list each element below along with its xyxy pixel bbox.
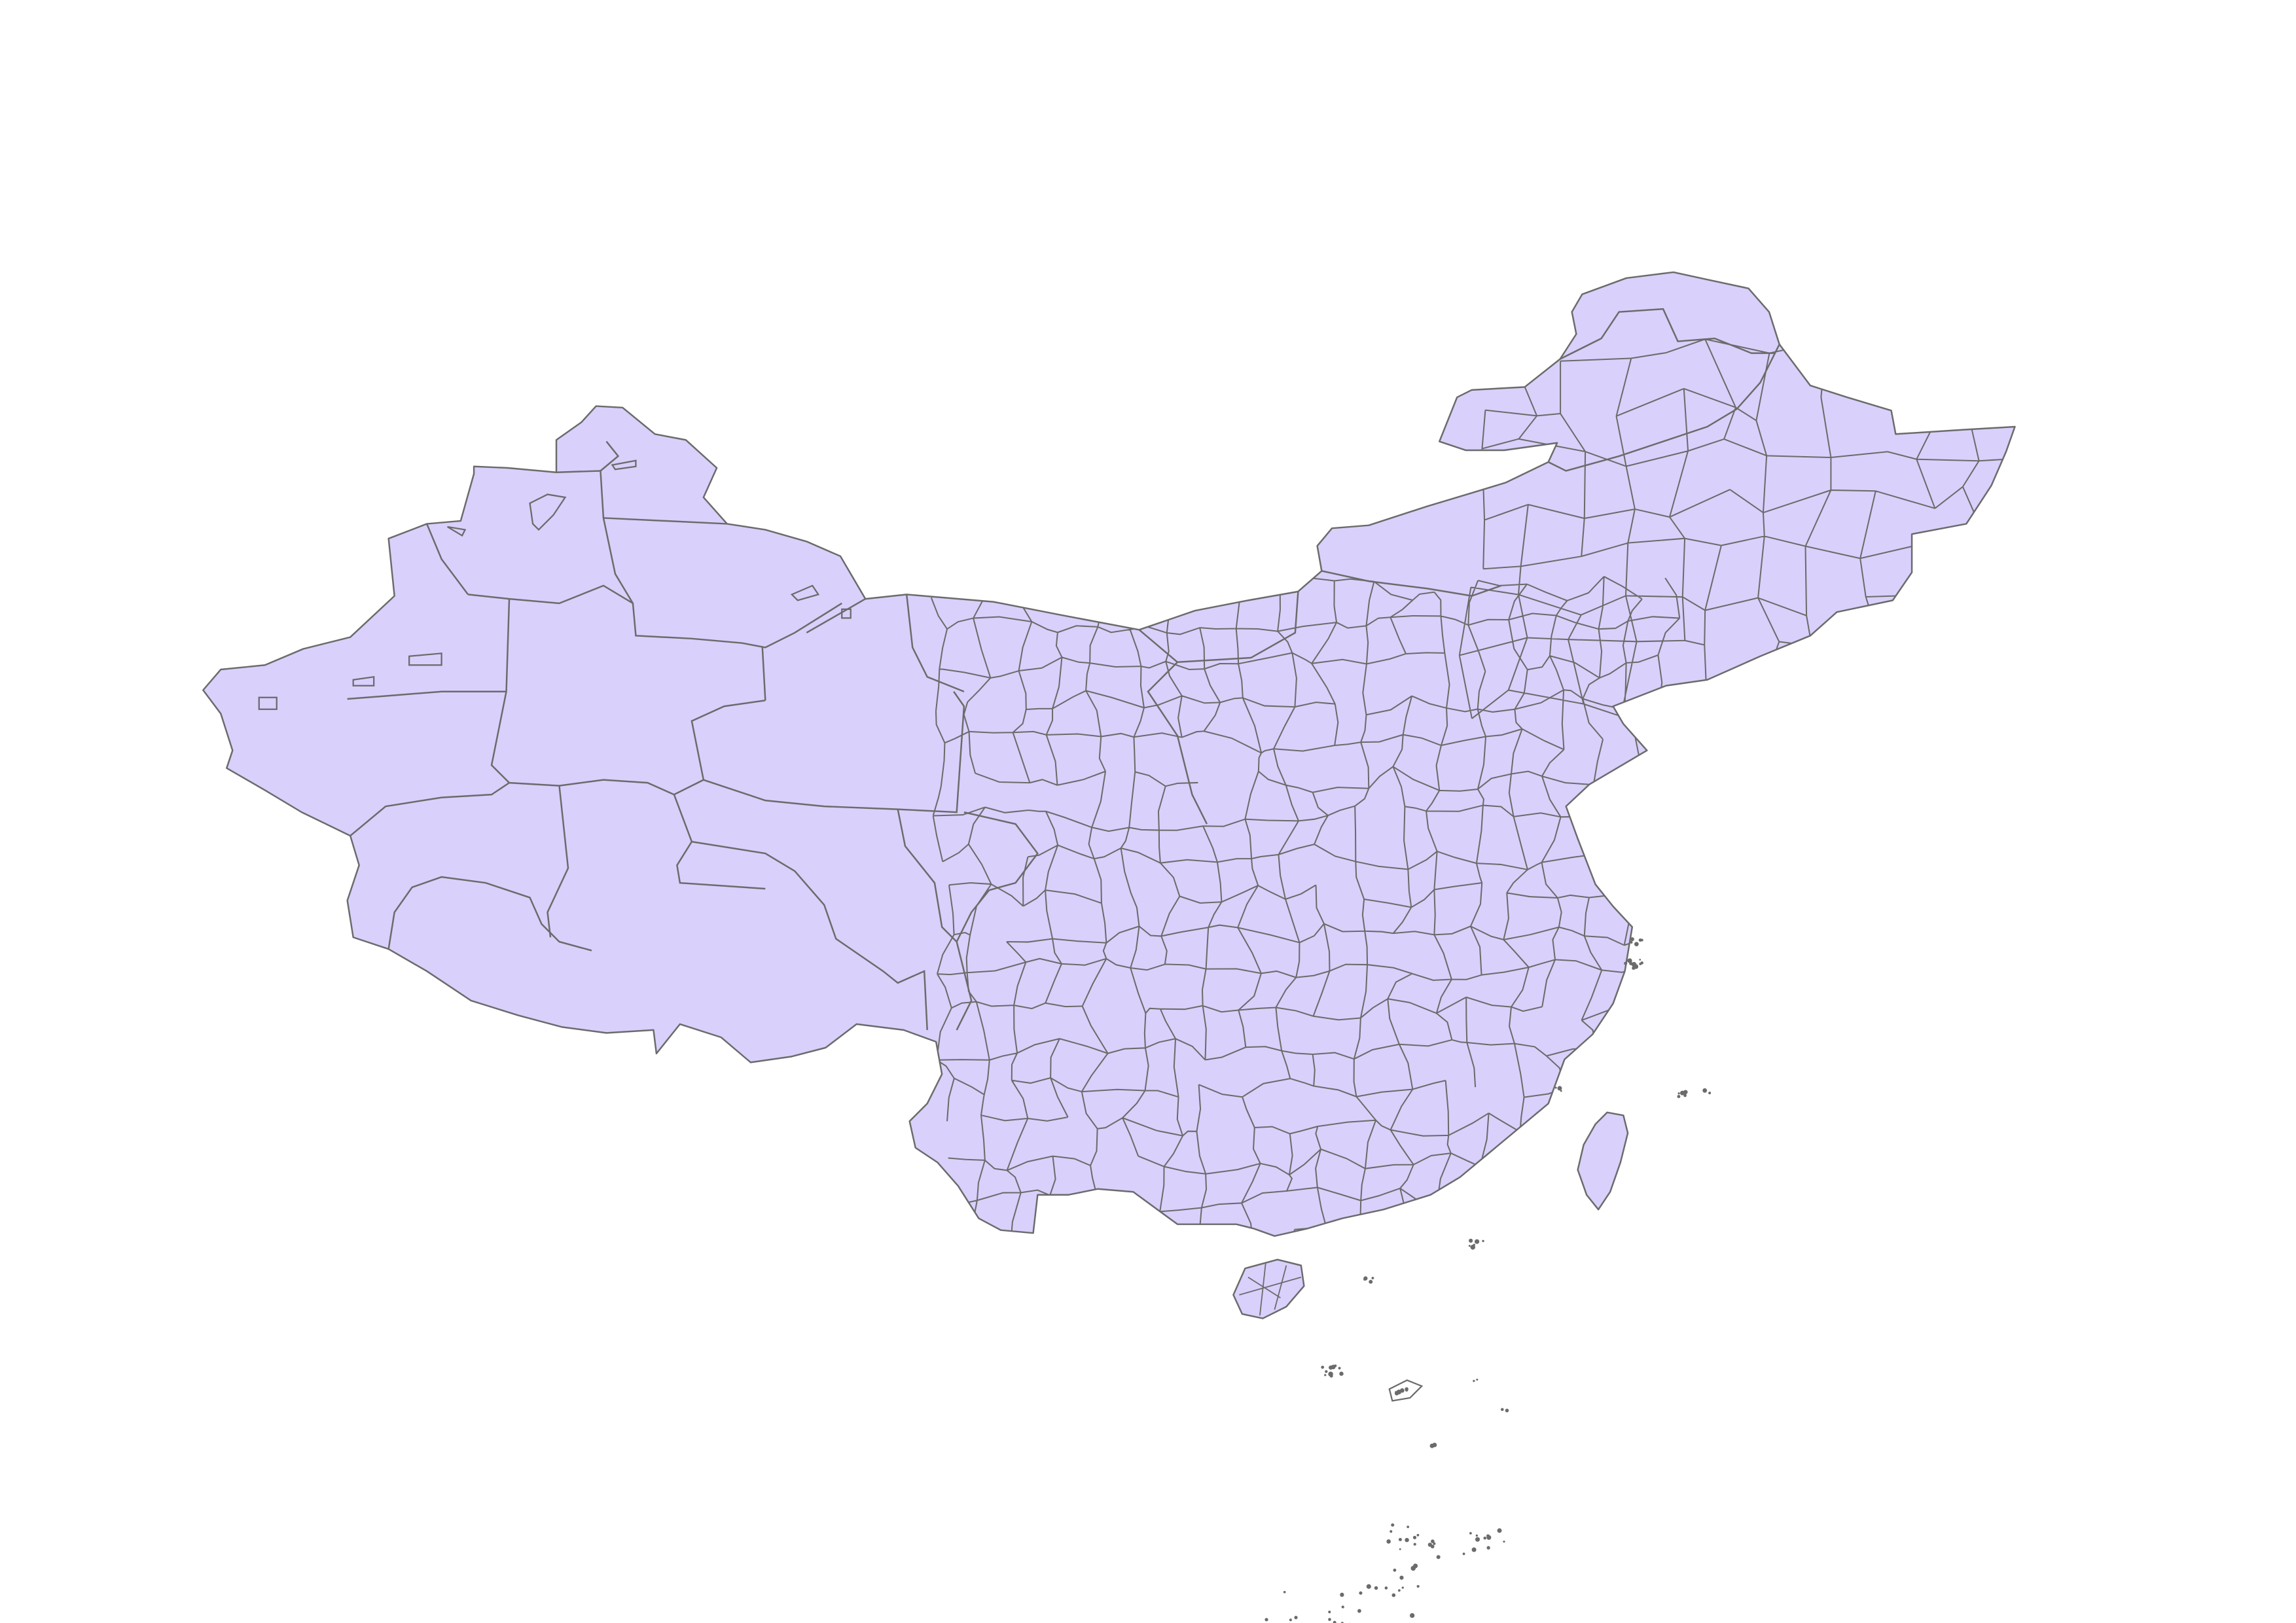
islet-dot — [1630, 940, 1633, 944]
islet-dot — [1475, 1534, 1479, 1537]
islet-dot — [1469, 1238, 1473, 1243]
islet-dot — [1407, 1525, 1410, 1529]
south-island-region — [1232, 1258, 1305, 1319]
islet-dot — [1339, 1371, 1344, 1376]
islet-dot — [1436, 1555, 1441, 1560]
islet-dot — [1500, 1408, 1504, 1412]
islet-dot — [1557, 1086, 1562, 1091]
islet-dot — [1390, 1530, 1393, 1533]
islet-dot — [1677, 1095, 1681, 1098]
islet-dot — [1473, 1380, 1475, 1382]
major-boundaries — [347, 308, 1780, 1031]
islet-dot — [1640, 961, 1643, 965]
islet-dot — [1413, 1543, 1416, 1546]
islet-dot — [1405, 1387, 1408, 1391]
islet-dot — [1325, 1370, 1328, 1373]
islet-dot — [1357, 1609, 1361, 1613]
islet-dot — [1333, 1620, 1336, 1623]
islet-dot — [1401, 1586, 1404, 1589]
islet-dot — [1486, 1546, 1490, 1550]
islet-dot — [1391, 1523, 1395, 1527]
islet-dot — [1505, 1408, 1509, 1413]
islet-dot — [1397, 1589, 1401, 1592]
islet-dot — [1634, 942, 1639, 946]
islet-dot — [1632, 966, 1636, 970]
islet-dot — [1334, 1364, 1337, 1368]
islet-dot — [1680, 1090, 1685, 1096]
islet-dot — [1470, 1245, 1476, 1250]
islet-dot — [1328, 1611, 1331, 1614]
islet-dot — [1427, 1543, 1433, 1547]
islet-dot — [1432, 1442, 1437, 1448]
islet-dot — [1413, 1563, 1418, 1569]
islet-dot — [1374, 1586, 1378, 1590]
islet-dot — [1398, 1537, 1402, 1542]
islet-dot — [1473, 1243, 1476, 1246]
islet-dot — [1283, 1590, 1286, 1594]
islet-dot — [1341, 1605, 1344, 1609]
islet-dot — [1554, 1086, 1557, 1089]
islet-dot — [1497, 1528, 1502, 1533]
islet-dot — [1482, 1240, 1484, 1243]
islet-dot — [1393, 1568, 1397, 1572]
islet-dot — [1462, 1552, 1465, 1556]
islet-dot — [1471, 1547, 1477, 1552]
islet-dot — [1405, 1537, 1409, 1543]
islet-dot — [1702, 1088, 1708, 1093]
islet-dot — [1394, 1391, 1399, 1396]
islet-dot — [1627, 958, 1632, 963]
islet-dot — [1624, 961, 1628, 965]
islet-dot — [1329, 1374, 1333, 1378]
islet-dot — [1386, 1539, 1391, 1544]
islet-dot — [1630, 937, 1634, 942]
islet-dot — [1708, 1092, 1712, 1095]
islet-dot — [1431, 1539, 1435, 1544]
islet-dot — [1321, 1365, 1325, 1369]
islet-dot — [1639, 959, 1641, 961]
islet-dot — [1399, 1575, 1404, 1580]
islet-dot — [1560, 1090, 1562, 1092]
mainland-region — [202, 271, 2016, 1237]
islet-dot — [1433, 1542, 1436, 1545]
islet-dot — [1503, 1541, 1505, 1543]
islet-dot — [1483, 1537, 1486, 1540]
islet-dot — [1329, 1365, 1333, 1370]
islet-dot — [1475, 1239, 1480, 1244]
islet-dot — [1476, 1378, 1479, 1381]
islet-dot — [1486, 1535, 1492, 1540]
islet-dot — [1469, 1531, 1472, 1535]
islet-dot — [1399, 1548, 1401, 1550]
islet-dot — [1631, 963, 1636, 967]
islet-dot — [1338, 1366, 1341, 1370]
islet-dot — [1328, 1618, 1331, 1621]
islet-dot — [1677, 1092, 1680, 1095]
islet-dot — [1265, 1618, 1268, 1622]
islet-dot — [1369, 1279, 1373, 1284]
islet-dot — [1683, 1094, 1687, 1097]
islet-dot — [1324, 1374, 1327, 1376]
islet-dot — [1409, 1613, 1415, 1618]
islet-dot — [1371, 1277, 1374, 1279]
islet-dot — [1366, 1584, 1371, 1589]
islet-dot — [1289, 1618, 1292, 1622]
islet-dot — [1363, 1278, 1366, 1281]
islet-dot — [1468, 1245, 1471, 1247]
islet-dot — [1475, 1537, 1480, 1542]
east-island-region — [1577, 1111, 1629, 1211]
islet-dot — [1391, 1593, 1396, 1597]
islet-dot — [1359, 1591, 1363, 1595]
islet-dot — [1340, 1592, 1344, 1597]
islet-dot — [1640, 938, 1643, 942]
islet-dot — [1416, 1533, 1420, 1537]
lake-outlines — [258, 459, 1424, 1402]
islet-dot — [1294, 1616, 1298, 1620]
islet-dot — [1416, 1584, 1420, 1588]
islet-dot — [1384, 1586, 1388, 1590]
scattered-islets — [1265, 937, 1712, 1623]
south-island-boundaries — [1239, 1262, 1302, 1316]
islet-dot — [1412, 1535, 1417, 1539]
